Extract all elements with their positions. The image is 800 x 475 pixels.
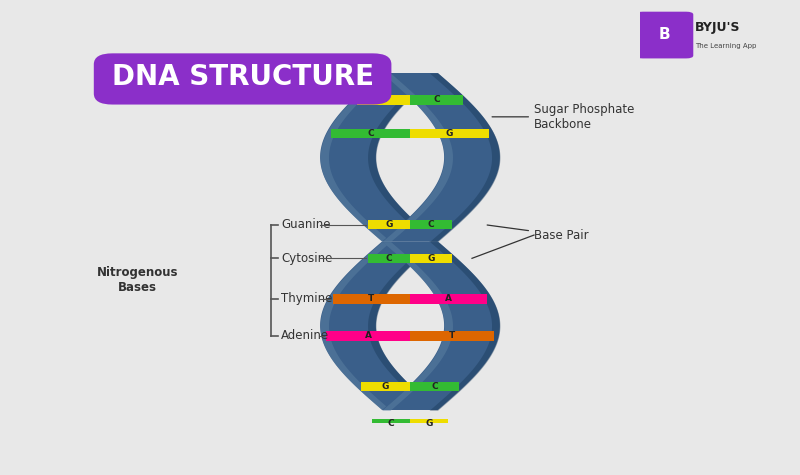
Text: Adenine: Adenine [281,329,329,342]
Polygon shape [382,242,500,410]
Text: G: G [427,254,434,263]
Text: G: G [446,129,454,138]
Text: C: C [386,254,392,263]
Bar [410,381,459,391]
Text: G: G [380,95,387,104]
Text: Base Pair: Base Pair [487,225,589,242]
Bar [410,331,494,341]
Text: T: T [449,331,455,340]
Text: DNA STRUCTURE: DNA STRUCTURE [112,63,374,91]
Bar [410,254,452,263]
Text: A: A [365,331,371,340]
Text: Guanine: Guanine [281,218,330,231]
Text: Sugar Phosphate
Backbone: Sugar Phosphate Backbone [492,103,634,131]
Bar [368,220,410,229]
Text: C: C [428,220,434,229]
Text: G: G [426,419,433,428]
Bar [368,254,410,263]
Bar [410,95,463,105]
Bar [410,129,489,139]
Text: A: A [445,294,452,303]
Text: G: G [386,220,393,229]
Text: C: C [367,129,374,138]
Text: Nitrogenous
Bases: Nitrogenous Bases [97,266,178,294]
Text: G: G [382,382,389,391]
Polygon shape [320,242,438,410]
Polygon shape [320,73,438,241]
Text: BYJU'S: BYJU'S [694,20,740,34]
Bar [326,331,410,341]
Text: C: C [431,382,438,391]
Text: B: B [658,27,670,42]
Bar [410,294,487,304]
FancyBboxPatch shape [94,53,391,104]
Bar [361,381,410,391]
Bar [357,95,410,105]
Text: Cytosine: Cytosine [281,252,333,265]
Text: C: C [387,419,394,428]
Bar [372,418,410,428]
FancyBboxPatch shape [636,12,694,58]
Bar [333,294,410,304]
Polygon shape [382,73,500,241]
Bar [410,418,448,428]
Bar [410,220,452,229]
Text: C: C [433,95,440,104]
Text: The Learning App: The Learning App [694,43,756,49]
Bar [331,129,410,139]
Text: T: T [368,294,374,303]
Text: Thymine: Thymine [281,292,333,305]
